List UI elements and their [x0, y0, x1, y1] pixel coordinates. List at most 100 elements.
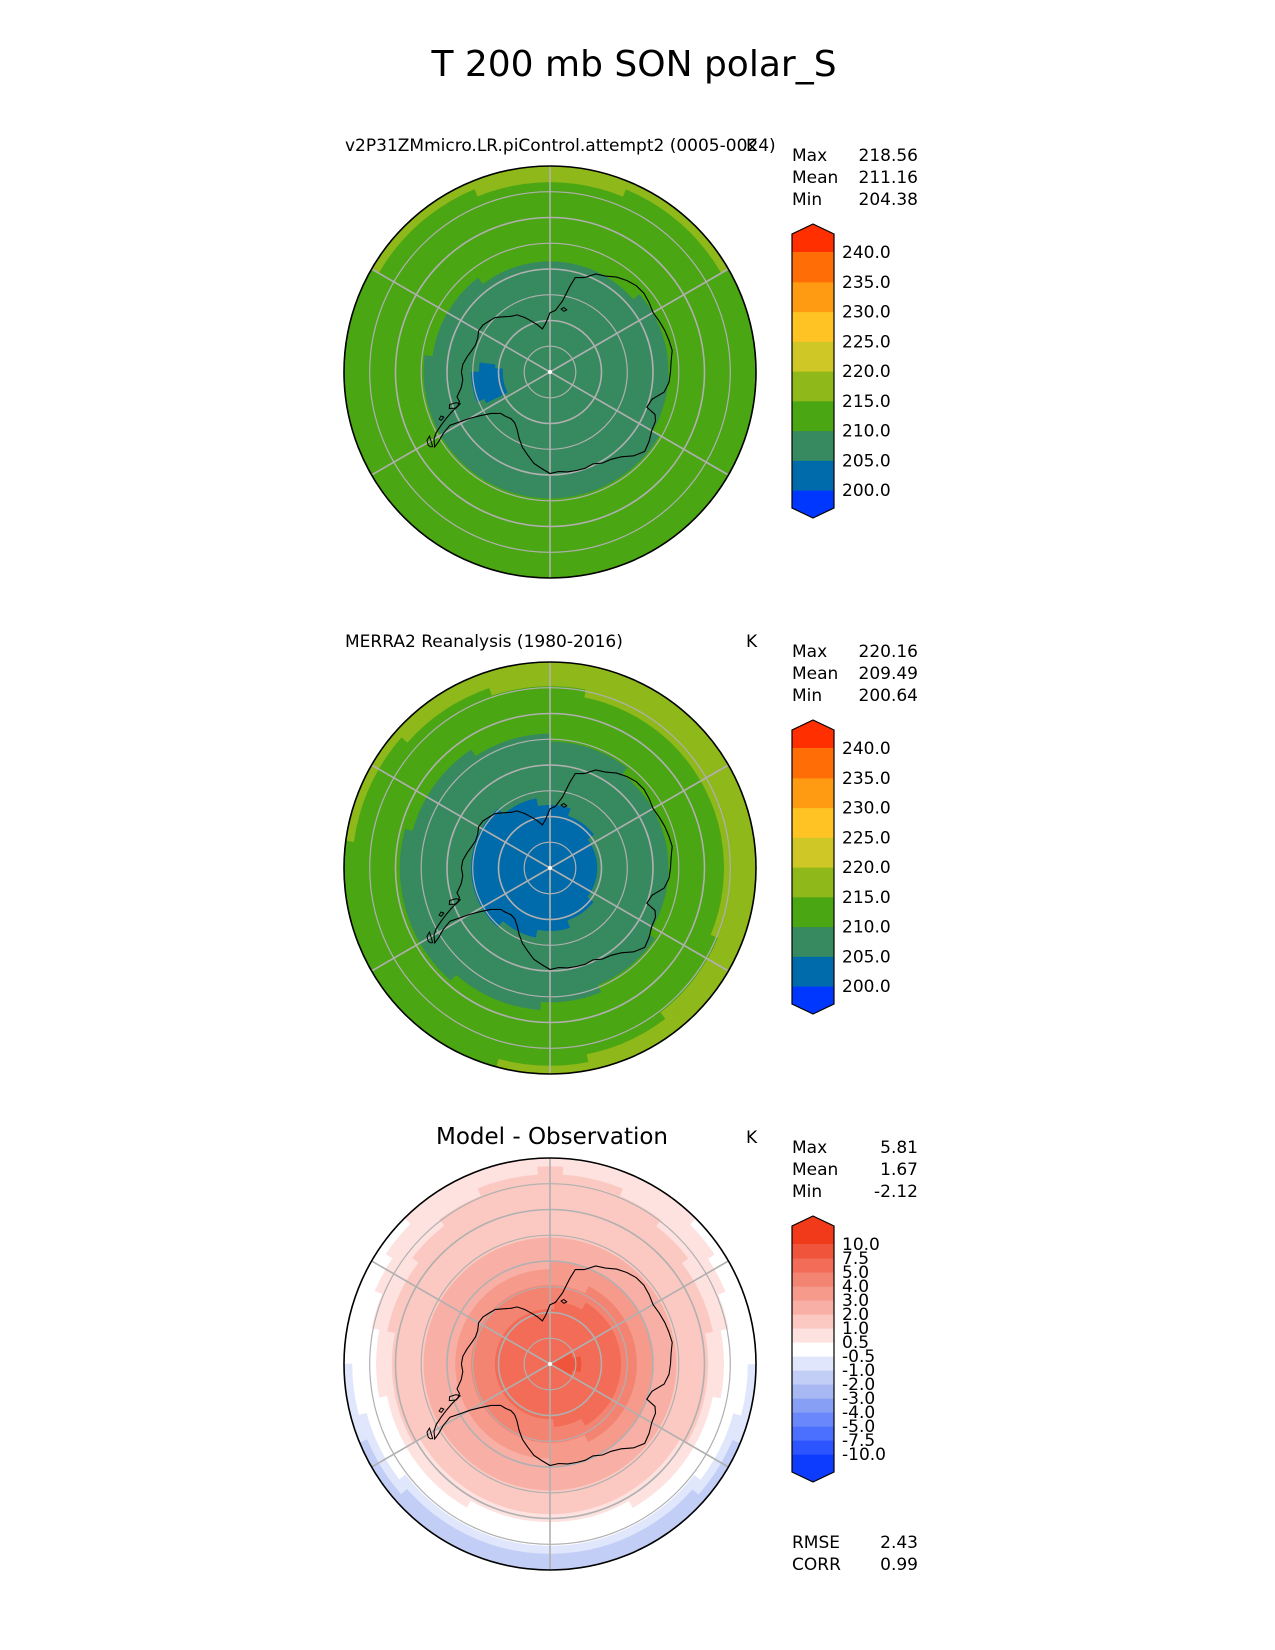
colorbar-tick-label: 220.0: [842, 362, 891, 382]
contour-cell: [676, 867, 686, 878]
contour-cell: [628, 376, 638, 384]
island-coastline: [560, 306, 568, 312]
contour-cell: [502, 368, 511, 373]
contour-cell: [536, 166, 551, 175]
contour-cell: [549, 221, 561, 231]
contour-cell: [557, 489, 567, 499]
contour-cell: [549, 693, 562, 703]
contour-cell: [532, 497, 543, 507]
contour-cell: [407, 876, 417, 887]
stat-mean-value: 211.16: [859, 168, 918, 188]
contour-cell: [549, 1009, 561, 1019]
contour-cell: [660, 363, 670, 373]
contour-cell: [375, 878, 386, 892]
contour-cell: [538, 529, 551, 539]
map-boundary: [343, 165, 757, 579]
contour-cell: [537, 189, 551, 199]
contour-cell: [560, 197, 574, 208]
contour-cell: [537, 677, 551, 687]
contour-cell: [723, 855, 733, 869]
contour-cell: [549, 537, 562, 547]
contour-cell: [359, 359, 369, 373]
contour-cell: [351, 371, 361, 386]
contour-cell: [367, 855, 377, 869]
contour-cell: [543, 276, 551, 286]
contour-cell: [542, 756, 551, 766]
panel-model-title: v2P31ZMmicro.LR.piControl.attempt2 (0005…: [345, 136, 776, 156]
contour-cell: [557, 741, 567, 751]
contour-cell: [470, 862, 480, 869]
contour-cell: [730, 346, 741, 361]
contour-cell: [556, 749, 566, 759]
contour-cell: [351, 358, 361, 373]
contour-cell: [540, 725, 551, 734]
contour-cell: [526, 976, 536, 987]
contour-cell: [739, 371, 749, 386]
contour-cell: [714, 878, 725, 892]
colorbar-tick-label: 235.0: [842, 273, 891, 293]
contour-cell: [636, 371, 646, 379]
contour-cell: [558, 1009, 570, 1019]
contour-cell: [644, 371, 654, 380]
contour-cell: [539, 513, 551, 523]
contour-cell: [526, 693, 540, 704]
contour-cell: [532, 237, 543, 247]
contour-cell: [542, 260, 551, 270]
contour-cell: [561, 685, 575, 696]
contour-cell: [415, 875, 425, 886]
contour-cell: [560, 693, 574, 704]
contour-cell: [549, 740, 559, 750]
contour-cell: [367, 371, 377, 385]
contour-cell: [431, 378, 441, 388]
stat-max-value: 218.56: [859, 146, 918, 166]
contour-cell: [524, 1048, 539, 1059]
contour-cell: [561, 544, 575, 555]
contour-cell: [707, 856, 717, 869]
contour-cell: [532, 733, 543, 743]
contour-cell: [538, 537, 551, 547]
contour-cell: [517, 369, 527, 373]
contour-cell: [525, 685, 539, 696]
contour-cell: [415, 354, 425, 365]
contour-cell: [407, 849, 417, 860]
contour-cell: [530, 1009, 542, 1019]
contour-cell: [538, 946, 546, 956]
contour-cell: [549, 1025, 562, 1035]
contour-cell: [557, 733, 568, 743]
contour-cell: [526, 1032, 540, 1043]
contour-cell: [375, 382, 386, 396]
contour-cell: [470, 366, 480, 373]
contour-cell: [375, 371, 385, 384]
contour-cell: [549, 545, 563, 555]
contour-cell: [549, 260, 558, 270]
contour-cell: [620, 376, 630, 383]
contour-cell: [502, 864, 511, 869]
contour-cell: [644, 364, 654, 373]
contour-cell: [530, 513, 542, 523]
contour-cell: [462, 371, 472, 379]
contour-cell: [549, 701, 562, 711]
contour-cell: [683, 353, 693, 364]
contour-cell: [714, 844, 725, 858]
contour-cell: [549, 1057, 564, 1067]
longitude-gridline: [371, 268, 551, 373]
contour-cell: [549, 490, 559, 500]
contour-cell: [675, 875, 685, 886]
contour-cell: [558, 505, 569, 515]
contour-cell: [561, 552, 576, 563]
colorbar-model: 200.0205.0210.0215.0220.0225.0230.0235.0…: [791, 223, 891, 519]
contour-cell: [573, 371, 583, 375]
contour-cell: [536, 561, 551, 571]
contour-cell: [636, 873, 646, 881]
contour-cell: [367, 359, 377, 373]
contour-cell: [659, 356, 669, 366]
longitude-gridline: [549, 268, 729, 373]
contour-cell: [538, 1033, 551, 1043]
contour-cell: [438, 371, 448, 380]
contour-cell: [628, 861, 638, 869]
contour-cell: [691, 361, 701, 373]
contour-cell: [530, 221, 542, 231]
page-title: T 200 mb SON polar_S: [430, 44, 836, 85]
contour-cell: [525, 189, 539, 200]
contour-cell: [558, 221, 570, 231]
